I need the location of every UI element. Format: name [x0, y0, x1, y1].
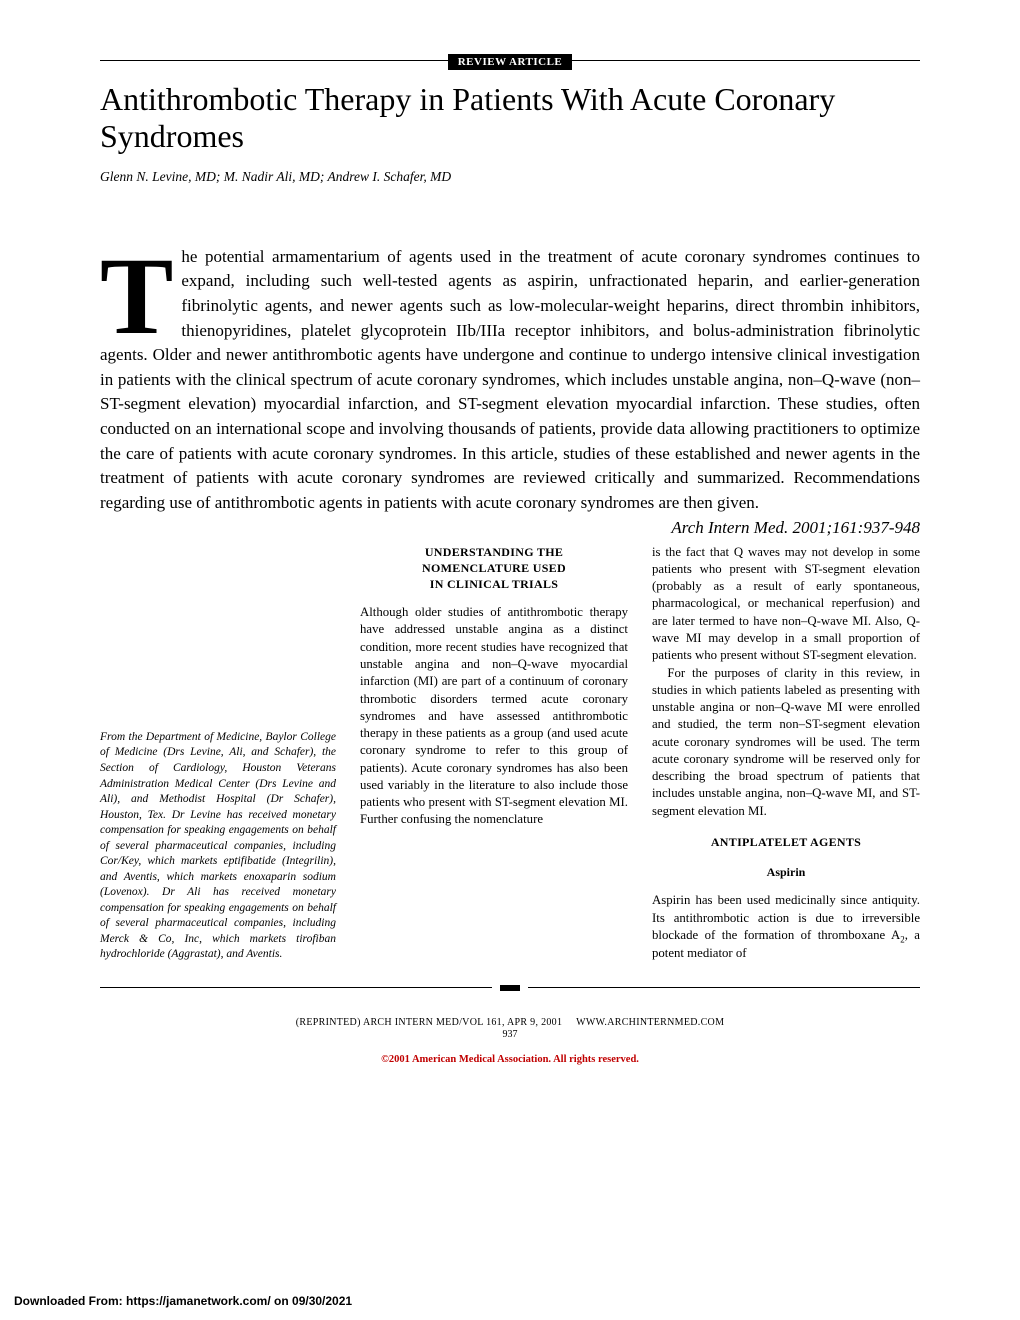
copyright: ©2001 American Medical Association. All … — [100, 1054, 920, 1065]
right-para-2: For the purposes of clarity in this revi… — [652, 665, 920, 820]
heading-aspirin: Aspirin — [652, 864, 920, 880]
right-para-1: is the fact that Q waves may not develop… — [652, 544, 920, 665]
section-label: REVIEW ARTICLE — [448, 54, 573, 70]
body-columns: From the Department of Medicine, Baylor … — [100, 544, 920, 963]
download-note: Downloaded From: https://jamanetwork.com… — [14, 1294, 352, 1308]
abstract: The potential armamentarium of agents us… — [100, 245, 920, 516]
abstract-citation: Arch Intern Med. 2001;161:937-948 — [671, 516, 920, 541]
footer-page-number: 937 — [100, 1029, 920, 1040]
heading-antiplatelet: ANTIPLATELET AGENTS — [652, 834, 920, 850]
affiliation-note: From the Department of Medicine, Baylor … — [100, 730, 336, 963]
left-column: From the Department of Medicine, Baylor … — [100, 544, 336, 963]
abstract-body: he potential armamentarium of agents use… — [100, 247, 920, 512]
right-para-3: Aspirin has been used medicinally since … — [652, 892, 920, 962]
right-column: is the fact that Q waves may not develop… — [652, 544, 920, 963]
middle-column: UNDERSTANDING THE NOMENCLATURE USED IN C… — [360, 544, 628, 963]
mid-para-1: Although older studies of antithrombotic… — [360, 604, 628, 828]
footer-rule — [100, 985, 920, 991]
footer-reprint: (REPRINTED) ARCH INTERN MED/VOL 161, APR… — [296, 1017, 563, 1028]
article-title: Antithrombotic Therapy in Patients With … — [100, 81, 920, 155]
heading-nomenclature: UNDERSTANDING THE NOMENCLATURE USED IN C… — [360, 544, 628, 593]
footer: (REPRINTED) ARCH INTERN MED/VOL 161, APR… — [100, 1017, 920, 1065]
footer-url: WWW.ARCHINTERNMED.COM — [576, 1017, 724, 1028]
author-line: Glenn N. Levine, MD; M. Nadir Ali, MD; A… — [100, 169, 920, 185]
dropcap: T — [100, 245, 181, 341]
